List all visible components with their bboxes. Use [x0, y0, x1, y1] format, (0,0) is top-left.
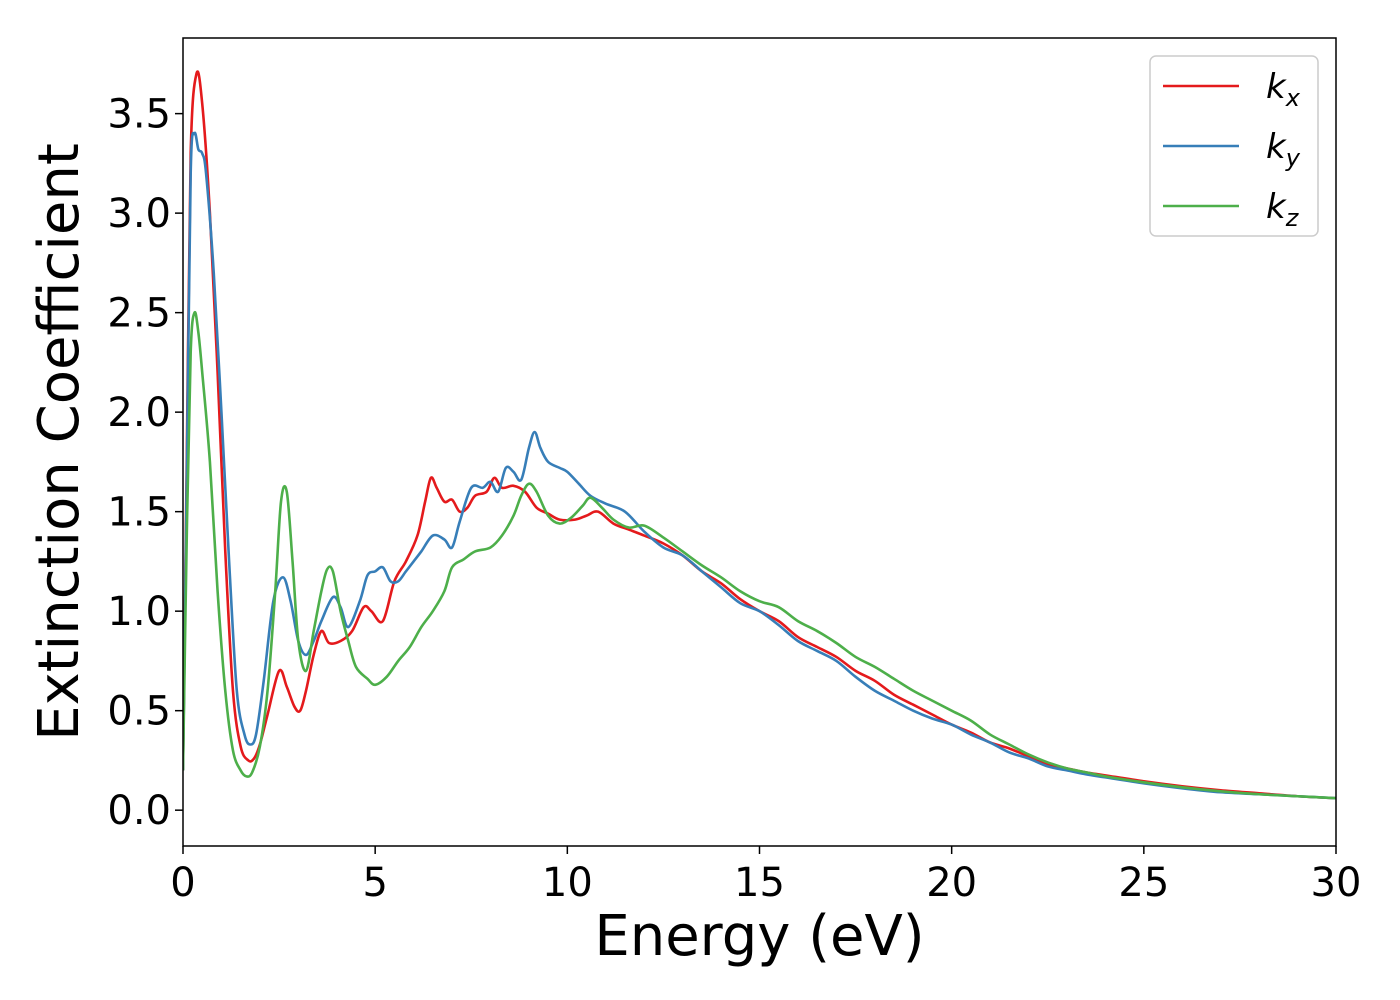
- x-axis-label: Energy (eV): [594, 904, 924, 969]
- x-tick-label: 5: [362, 860, 387, 906]
- series-line-y: [183, 131, 1336, 800]
- y-tick-label: 1.5: [107, 490, 171, 536]
- x-tick-label: 0: [170, 860, 195, 906]
- x-tick-label: 10: [542, 860, 593, 906]
- x-tick-label: 20: [926, 860, 977, 906]
- y-tick-label: 2.5: [107, 291, 171, 337]
- y-tick-label: 3.0: [107, 191, 171, 237]
- y-axis-ticks: 0.0 0.5 1.0 1.5 2.0 2.5 3.0 3.5: [107, 92, 183, 834]
- x-tick-label: 30: [1311, 860, 1362, 906]
- y-tick-label: 0.5: [107, 689, 171, 735]
- x-tick-label: 15: [734, 860, 785, 906]
- legend-label-y: ky: [1266, 127, 1301, 172]
- y-tick-label: 3.5: [107, 92, 171, 138]
- y-tick-label: 0.0: [107, 788, 171, 834]
- legend: kx ky kz: [1149, 55, 1319, 237]
- y-tick-label: 1.0: [107, 589, 171, 635]
- plot-area: [183, 70, 1336, 800]
- legend-label-x: kx: [1266, 67, 1301, 112]
- series-line-z: [183, 310, 1336, 800]
- legend-label-z: kz: [1266, 187, 1300, 232]
- x-axis-ticks: 0 5 10 15 20 25 30: [170, 846, 1361, 906]
- y-axis-label: Extinction Coefficient: [27, 143, 92, 741]
- x-tick-label: 25: [1118, 860, 1169, 906]
- y-tick-label: 2.0: [107, 390, 171, 436]
- plot-frame: [182, 37, 1337, 847]
